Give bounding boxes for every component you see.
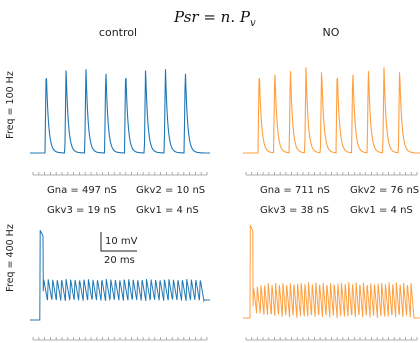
trace-no-400hz (243, 223, 420, 319)
row-label-400hz: Freq = 400 Hz (5, 224, 16, 292)
formula-main: Psr = n. P (173, 8, 251, 26)
trace-no-100hz (243, 67, 420, 154)
time-ticks-control-400hz (32, 337, 208, 341)
trace-control-100hz (30, 69, 210, 154)
param-gkv1-no: Gkv1 = 4 nS (350, 205, 413, 216)
time-ticks-no-100hz (245, 172, 418, 176)
scale-bar-lines (100, 232, 137, 252)
time-ticks-no-400hz (245, 337, 418, 341)
param-gna-no: Gna = 711 nS (260, 185, 330, 196)
time-ticks-control-100hz (32, 172, 208, 176)
param-gkv2-no: Gkv2 = 76 nS (350, 185, 419, 196)
title-no: NO (323, 26, 340, 39)
param-gkv2-control: Gkv2 = 10 nS (136, 185, 205, 196)
row-label-100hz: Freq = 100 Hz (5, 71, 16, 139)
formula-subscript: v (250, 18, 256, 29)
param-gna-control: Gna = 497 nS (47, 185, 117, 196)
param-gkv1-control: Gkv1 = 4 nS (136, 205, 199, 216)
formula: Psr = n. Pv (173, 8, 256, 29)
scale-bar: 10 mV 20 ms (100, 232, 138, 266)
title-control: control (99, 26, 137, 39)
scale-bar-time: 20 ms (104, 255, 135, 266)
param-gkv3-control: Gkv3 = 19 nS (47, 205, 116, 216)
param-gkv3-no: Gkv3 = 38 nS (260, 205, 329, 216)
scale-bar-voltage: 10 mV (105, 236, 138, 247)
trace-control-400hz (30, 230, 210, 321)
